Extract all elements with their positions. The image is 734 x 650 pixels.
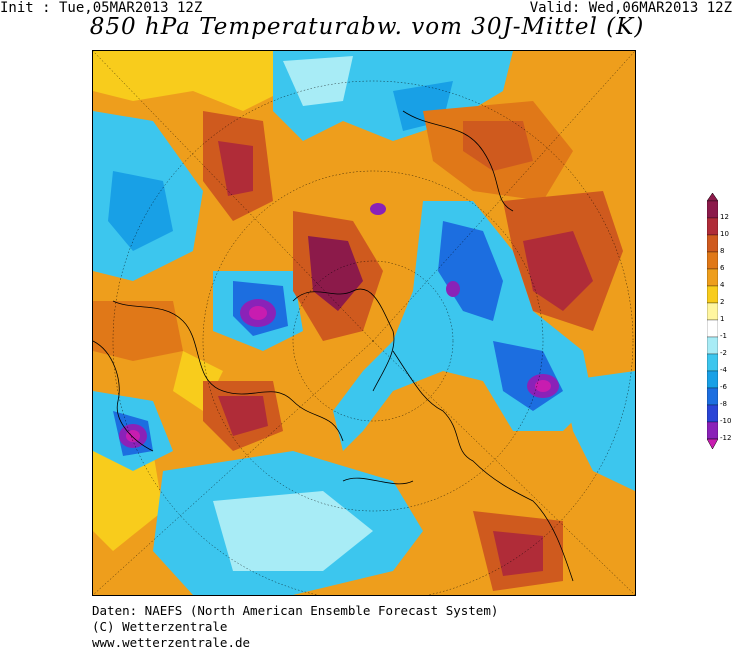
colorbar-tick-label: 2 (720, 298, 725, 306)
coastlines (93, 110, 574, 582)
colorbar-swatch (707, 336, 718, 355)
colorbar-tick-label: -2 (720, 349, 727, 357)
colorbar-tick-label: -12 (720, 434, 732, 442)
colorbar-tick-label: 8 (720, 247, 725, 255)
colorbar-tick-label: -4 (720, 366, 727, 374)
graticule (93, 51, 635, 595)
colorbar (707, 193, 718, 450)
footer-copyright: (C) Wetterzentrale (92, 619, 228, 634)
colorbar-swatch (707, 319, 718, 338)
colorbar-swatch (707, 421, 718, 440)
colorbar-tick-label: 12 (720, 213, 729, 221)
colorbar-bottom-cap (707, 438, 718, 450)
colorbar-tick-label: 4 (720, 281, 725, 289)
colorbar-swatch (707, 404, 718, 423)
colorbar-tick-label: -10 (720, 417, 732, 425)
strong-warm-areas (93, 101, 623, 591)
colorbar-swatch (707, 217, 718, 236)
colorbar-tick-label: -1 (720, 332, 727, 340)
footer-website: www.wetterzentrale.de (92, 635, 251, 650)
colorbar-tick-label: 10 (720, 230, 729, 238)
map-title: 850 hPa Temperaturabw. vom 30J-Mittel (K… (89, 14, 645, 40)
colorbar-tick-label: 6 (720, 264, 725, 272)
colorbar-tick-label: -6 (720, 383, 727, 391)
colorbar-swatch (707, 200, 718, 219)
colorbar-swatch (707, 302, 718, 321)
colorbar-swatch (707, 234, 718, 253)
colorbar-swatch (707, 285, 718, 304)
colorbar-tick-label: -8 (720, 400, 727, 408)
valid-time: Valid: Wed,06MAR2013 12Z (529, 0, 732, 16)
colorbar-swatch (707, 370, 718, 389)
anomaly-field (93, 51, 635, 595)
colorbar-swatch (707, 387, 718, 406)
footer-data-source: Daten: NAEFS (North American Ensemble Fo… (92, 603, 499, 618)
init-time: Init : Tue,05MAR2013 12Z (0, 0, 203, 16)
colorbar-tick-label: 1 (720, 315, 725, 323)
colorbar-swatch (707, 268, 718, 287)
colorbar-top-cap (707, 193, 718, 202)
temperature-anomaly-map (92, 50, 636, 596)
colorbar-swatch (707, 251, 718, 270)
colorbar-swatch (707, 353, 718, 372)
